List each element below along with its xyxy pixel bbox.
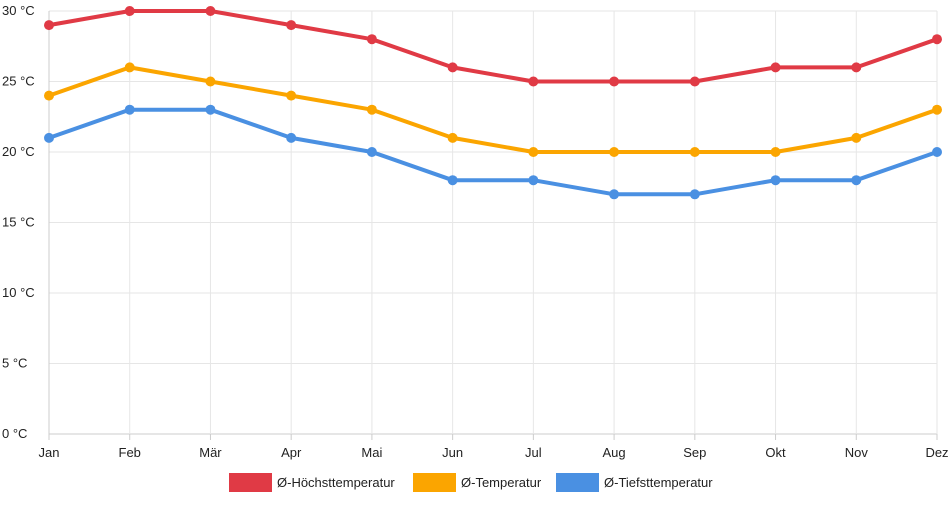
series-group (44, 6, 942, 200)
data-point (770, 175, 781, 186)
data-point (124, 62, 135, 73)
y-tick-label: 30 °C (2, 3, 35, 18)
data-point (447, 175, 458, 186)
y-tick-label: 5 °C (2, 356, 27, 371)
data-point (689, 189, 700, 200)
x-tick-label: Feb (119, 445, 141, 460)
data-point (609, 76, 620, 87)
legend-swatch (229, 473, 272, 492)
series-0 (44, 6, 942, 87)
legend-item: Ø-Höchsttemperatur (229, 473, 395, 492)
x-tick-label: Jul (525, 445, 542, 460)
data-point (932, 34, 942, 45)
data-point (689, 76, 700, 87)
data-point (609, 189, 620, 200)
legend-swatch (556, 473, 599, 492)
x-tick-label: Mai (361, 445, 382, 460)
y-tick-label: 15 °C (2, 215, 35, 230)
x-tick-label: Jan (39, 445, 60, 460)
data-point (770, 147, 781, 157)
legend-item: Ø-Temperatur (413, 473, 542, 492)
data-point (366, 34, 377, 45)
legend-label: Ø-Temperatur (461, 475, 542, 490)
series-line (47, 65, 939, 154)
series-2 (44, 104, 942, 200)
data-point (44, 90, 54, 101)
series-line (47, 9, 939, 84)
data-point (528, 76, 539, 87)
data-point (851, 175, 862, 186)
data-point (770, 62, 781, 73)
data-point (528, 147, 539, 157)
data-point (44, 132, 54, 143)
data-point (932, 104, 942, 115)
data-point (851, 62, 862, 73)
data-point (366, 147, 377, 157)
data-point (124, 104, 135, 115)
data-point (205, 6, 216, 16)
legend: Ø-Höchsttemperatur Ø-Temperatur Ø-Tiefstte… (229, 473, 713, 492)
data-point (205, 104, 216, 115)
legend-label: Ø-Höchsttemperatur (277, 475, 395, 490)
legend-label: Ø-Tiefsttemperatur (604, 475, 713, 490)
data-point (286, 90, 297, 101)
data-point (851, 132, 862, 143)
x-tick-label: Jun (442, 445, 463, 460)
x-tick-label: Nov (845, 445, 869, 460)
data-point (286, 132, 297, 143)
data-point (366, 104, 377, 115)
x-tick-label: Dez (925, 445, 948, 460)
data-point (528, 175, 539, 186)
legend-swatch (413, 473, 456, 492)
y-tick-label: 10 °C (2, 285, 35, 300)
x-tick-label: Aug (603, 445, 626, 460)
y-tick-label: 0 °C (2, 426, 27, 441)
data-point (609, 147, 620, 157)
data-point (205, 76, 216, 87)
y-tick-label: 20 °C (2, 144, 35, 159)
data-point (286, 20, 297, 31)
x-tick-label: Apr (281, 445, 302, 460)
series-line (47, 107, 939, 197)
series-1 (44, 62, 942, 157)
x-tick-label: Okt (765, 445, 786, 460)
x-tick-label: Sep (683, 445, 706, 460)
data-point (447, 62, 458, 73)
grid-lines (48, 10, 938, 435)
data-point (932, 147, 942, 157)
axes: 0 °C 5 °C 10 °C 15 °C 20 °C 25 °C 30 °C Jan Feb M… (2, 3, 949, 460)
data-point (447, 132, 458, 143)
data-point (124, 6, 135, 16)
data-point (44, 20, 54, 31)
data-point (689, 147, 700, 157)
y-tick-label: 25 °C (2, 74, 35, 89)
x-tick-label: Mär (199, 445, 222, 460)
legend-item: Ø-Tiefsttemperatur (556, 473, 713, 492)
